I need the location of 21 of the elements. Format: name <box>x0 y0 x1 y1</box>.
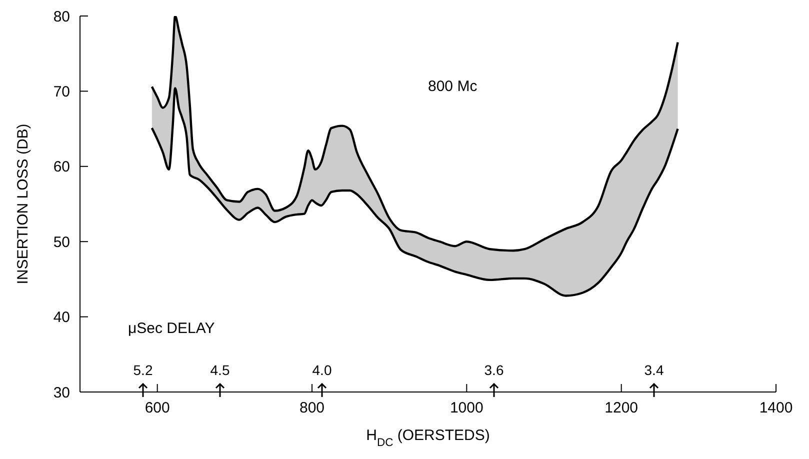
annotation: 800 Mc <box>428 78 478 95</box>
y-tick-label: 80 <box>53 8 70 26</box>
x-tick-label: 800 <box>299 400 325 417</box>
y-tick-label: 40 <box>53 309 70 326</box>
x-tick-label: 600 <box>144 400 170 417</box>
x-tick-label: 1000 <box>450 400 484 417</box>
x-tick-label: 1400 <box>759 400 793 417</box>
y-tick-label: 60 <box>53 158 70 176</box>
y-tick-label: 50 <box>53 234 70 251</box>
annotation: 4.5 <box>209 362 231 378</box>
annotation: 5.2 <box>132 362 154 378</box>
y-tick-label: 30 <box>53 384 70 402</box>
y-axis-title: INSERTION LOSS (DB) <box>14 124 32 284</box>
annotation: 4.0 <box>311 362 333 378</box>
annotation: μSec DELAY <box>128 320 215 337</box>
annotation: 3.4 <box>643 362 665 378</box>
x-tick-label: 1200 <box>604 400 638 417</box>
y-tick-label: 70 <box>53 84 70 101</box>
x-axis-title: H$_{DC}$ (OERSTEDS) <box>366 427 490 449</box>
annotation: 3.6 <box>483 362 505 378</box>
line-series <box>150 16 679 252</box>
